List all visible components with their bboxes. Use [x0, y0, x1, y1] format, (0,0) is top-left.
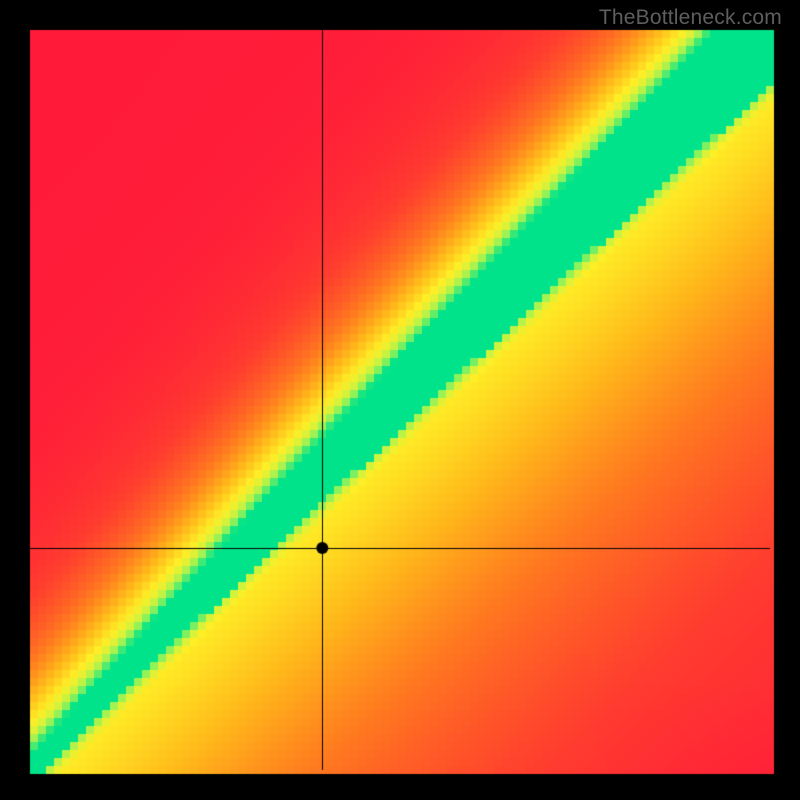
chart-container: TheBottleneck.com: [0, 0, 800, 800]
watermark-text: TheBottleneck.com: [599, 6, 782, 30]
bottleneck-heatmap: [0, 0, 800, 800]
